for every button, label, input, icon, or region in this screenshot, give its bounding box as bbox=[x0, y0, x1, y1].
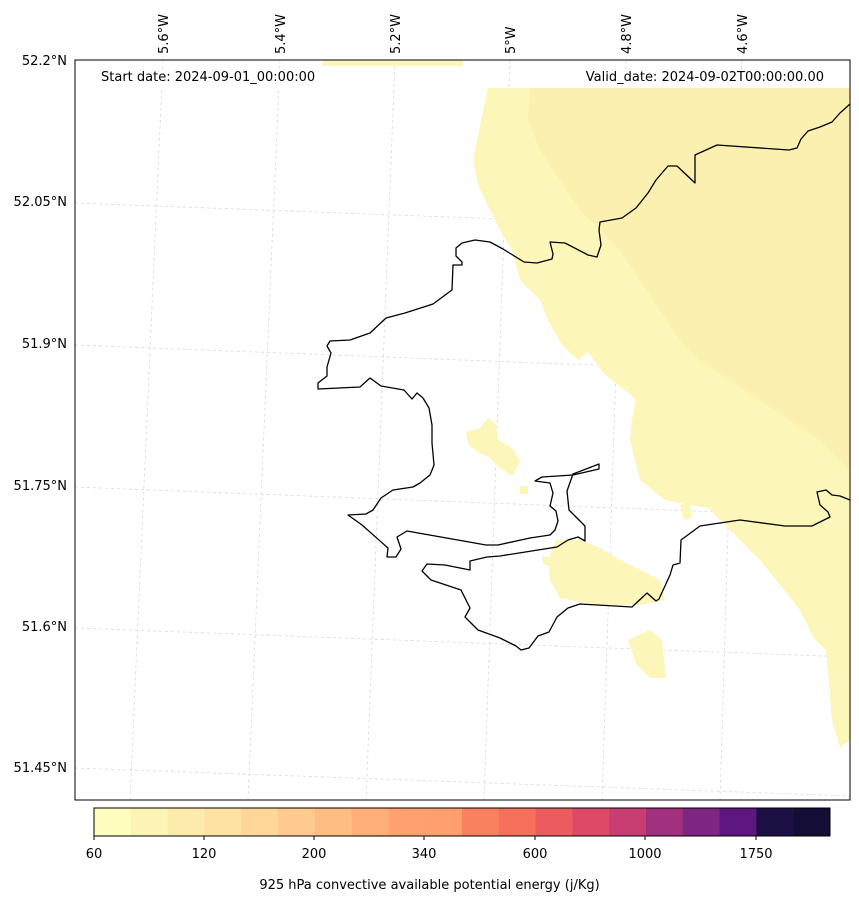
cape-field-region-inner bbox=[528, 88, 850, 470]
cape-field-patch bbox=[628, 630, 666, 678]
colorbar-swatch bbox=[498, 808, 537, 836]
lat-label: 51.75°N bbox=[14, 479, 67, 494]
coastline-mainland bbox=[317, 103, 851, 651]
colorbar-tick-label: 340 bbox=[412, 847, 437, 862]
colorbar-tick-label: 60 bbox=[86, 847, 103, 862]
colorbar-tick-label: 600 bbox=[523, 847, 548, 862]
lon-label: 5.4°W bbox=[274, 14, 289, 54]
colorbar-tick-label: 1000 bbox=[628, 847, 661, 862]
colorbar: 60 120 200 340 600 1000 1750 bbox=[86, 807, 831, 862]
cape-field-patch bbox=[466, 418, 520, 476]
lon-label: 5°W bbox=[504, 26, 519, 54]
colorbar-title: 925 hPa convective available potential e… bbox=[259, 878, 600, 893]
colorbar-swatch bbox=[94, 808, 132, 836]
colorbar-tick-label: 200 bbox=[302, 847, 327, 862]
latitude-labels: 52.2°N 52.05°N 51.9°N 51.75°N 51.6°N 51.… bbox=[14, 54, 67, 776]
lat-label: 52.2°N bbox=[22, 54, 67, 69]
lat-label: 51.9°N bbox=[22, 337, 67, 352]
colorbar-swatches bbox=[94, 808, 831, 836]
lat-label: 51.45°N bbox=[14, 761, 67, 776]
colorbar-swatch bbox=[609, 808, 647, 836]
colorbar-swatch bbox=[572, 808, 610, 836]
lon-label: 5.2°W bbox=[389, 14, 404, 54]
colorbar-swatch bbox=[314, 808, 353, 836]
valid-date-label: Valid_date: 2024-09-02T00:00:00.00 bbox=[579, 69, 830, 87]
colorbar-tick-label: 120 bbox=[192, 847, 217, 862]
cape-field-patch bbox=[680, 502, 692, 520]
colorbar-swatch bbox=[130, 808, 169, 836]
colorbar-ticks: 60 120 200 340 600 1000 1750 bbox=[86, 836, 773, 862]
colorbar-swatch bbox=[167, 808, 205, 836]
map-frame bbox=[74, 59, 851, 801]
colorbar-swatch bbox=[204, 808, 242, 836]
colorbar-swatch bbox=[682, 808, 721, 836]
colorbar-swatch bbox=[278, 808, 316, 836]
colorbar-swatch bbox=[793, 808, 831, 836]
colorbar-frame bbox=[93, 807, 831, 837]
lat-label: 52.05°N bbox=[14, 195, 67, 210]
lon-label: 5.6°W bbox=[157, 14, 172, 54]
longitude-labels: 5.6°W 5.4°W 5.2°W 5°W 4.8°W 4.6°W bbox=[157, 14, 751, 54]
colorbar-swatch bbox=[351, 808, 389, 836]
colorbar-swatch bbox=[719, 808, 757, 836]
cape-field-region-north-strip bbox=[323, 60, 463, 66]
colorbar-swatch bbox=[241, 808, 279, 836]
colorbar-swatch bbox=[646, 808, 684, 836]
cape-field-patch bbox=[542, 556, 552, 566]
lat-label: 51.6°N bbox=[22, 620, 67, 635]
colorbar-swatch bbox=[756, 808, 794, 836]
cape-field-patch bbox=[520, 486, 528, 494]
start-date-label: Start date: 2024-09-01_00:00:00 bbox=[95, 69, 322, 87]
colorbar-tick-label: 1750 bbox=[739, 847, 772, 862]
colorbar-swatch bbox=[462, 808, 500, 836]
cape-field bbox=[323, 60, 850, 748]
lon-label: 4.6°W bbox=[736, 14, 751, 54]
colorbar-swatch bbox=[535, 808, 573, 836]
cape-field-patch bbox=[548, 540, 665, 605]
coastline bbox=[317, 103, 851, 651]
colorbar-swatch bbox=[425, 808, 463, 836]
colorbar-swatch bbox=[388, 808, 426, 836]
lon-label: 4.8°W bbox=[620, 14, 635, 54]
